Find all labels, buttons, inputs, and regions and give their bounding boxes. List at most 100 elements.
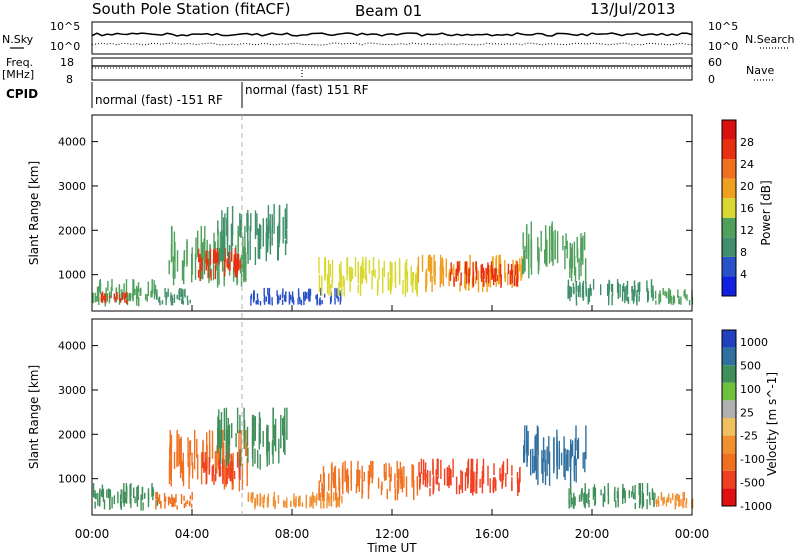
- data-cell-10: [573, 241, 576, 268]
- data-cell-8: [515, 260, 517, 278]
- data-cell-10: [667, 494, 670, 503]
- data-cell-7: [424, 469, 427, 487]
- power-colorbar-label: Power [dB]: [759, 180, 773, 245]
- data-cell-2: [223, 442, 225, 466]
- velocity-data: [92, 407, 694, 511]
- data-cell-8: [434, 268, 436, 285]
- data-cell-8: [512, 259, 514, 276]
- data-cell-2: [176, 294, 178, 300]
- data-cell-5: [328, 495, 330, 507]
- velocity-colorbar-tick: 25: [740, 406, 754, 419]
- data-cell-9: [639, 493, 641, 503]
- data-cell-11: [589, 287, 591, 295]
- data-cell-8: [439, 265, 441, 288]
- data-cell-0: [125, 487, 128, 504]
- data-cell-5: [267, 493, 270, 503]
- data-cell-4: [237, 253, 240, 271]
- data-cell-0: [146, 294, 148, 302]
- data-cell-6: [344, 460, 346, 483]
- data-cell-6: [413, 479, 415, 499]
- data-cell-5: [247, 241, 249, 264]
- data-cell-6: [328, 473, 330, 491]
- data-cell-4: [220, 433, 222, 465]
- data-cell-4: [234, 261, 237, 278]
- data-cell-8: [537, 427, 539, 456]
- data-cell-7: [399, 269, 401, 285]
- data-cell-8: [548, 451, 551, 486]
- data-cell-4: [253, 415, 255, 446]
- data-cell-9: [588, 499, 590, 508]
- data-cell-7: [318, 256, 320, 274]
- data-cell-0: [106, 293, 109, 302]
- data-cell-10: [573, 256, 576, 276]
- data-cell-7: [341, 274, 343, 296]
- data-cell-9: [466, 273, 468, 284]
- data-cell-11: [582, 283, 584, 295]
- data-cell-7: [340, 261, 342, 280]
- data-cell-6: [357, 477, 359, 486]
- data-cell-11: [569, 286, 571, 295]
- data-cell-11: [577, 285, 579, 293]
- data-cell-0: [100, 490, 103, 497]
- data-cell-4: [252, 430, 254, 467]
- data-cell-12: [668, 295, 671, 304]
- data-cell-4: [218, 409, 220, 439]
- data-cell-1: [124, 295, 126, 303]
- data-cell-3: [186, 242, 188, 267]
- velocity-colorbar-segment: [722, 330, 736, 348]
- data-cell-5: [284, 240, 287, 255]
- data-cell-11: [575, 281, 578, 291]
- data-cell-5: [246, 212, 248, 233]
- data-cell-8: [474, 261, 477, 271]
- data-cell-9: [624, 490, 626, 504]
- data-cell-8: [563, 436, 565, 451]
- data-cell-3: [244, 225, 246, 261]
- data-cell-0: [117, 491, 119, 504]
- data-cell-7: [481, 476, 483, 488]
- data-cell-0: [136, 491, 139, 507]
- data-cell-5: [277, 242, 279, 261]
- data-cell-11: [567, 279, 570, 290]
- power-colorbar-segment: [722, 159, 736, 179]
- data-cell-4: [272, 407, 274, 438]
- data-cell-3: [168, 260, 170, 275]
- data-cell-6: [281, 299, 284, 305]
- data-cell-9: [507, 263, 510, 274]
- data-cell-10: [530, 240, 533, 275]
- data-cell-7: [501, 467, 504, 485]
- data-cell-3: [181, 260, 184, 281]
- data-cell-0: [137, 485, 139, 500]
- data-cell-9: [638, 483, 640, 495]
- data-cell-6: [318, 480, 320, 499]
- data-cell-2: [171, 295, 173, 300]
- data-cell-6: [282, 288, 284, 297]
- data-cell-8: [573, 458, 575, 474]
- data-cell-9: [585, 494, 588, 503]
- data-cell-5: [290, 500, 292, 507]
- data-cell-4: [267, 425, 269, 452]
- data-cell-3: [214, 241, 216, 255]
- data-cell-1: [171, 501, 173, 507]
- data-cell-6: [405, 476, 408, 497]
- data-cell-1: [185, 501, 187, 507]
- data-cell-5: [226, 207, 229, 242]
- data-cell-1: [186, 500, 189, 504]
- data-cell-2: [193, 451, 196, 470]
- data-cell-1: [102, 295, 105, 300]
- data-cell-8: [563, 448, 565, 477]
- data-cell-6: [368, 474, 371, 483]
- data-cell-7: [458, 484, 461, 495]
- nsky-strip-frame: [91, 21, 693, 55]
- data-cell-5: [231, 206, 234, 235]
- data-cell-10: [685, 501, 687, 508]
- data-cell-9: [573, 492, 575, 506]
- data-cell-4: [217, 416, 219, 450]
- data-cell-10: [552, 231, 554, 266]
- data-cell-2: [180, 436, 182, 465]
- data-cell-7: [511, 477, 513, 491]
- data-cell-4: [284, 407, 286, 433]
- data-cell-6: [259, 301, 262, 306]
- data-cell-5: [278, 204, 281, 241]
- data-cell-12: [688, 299, 691, 306]
- data-cell-4: [206, 250, 208, 267]
